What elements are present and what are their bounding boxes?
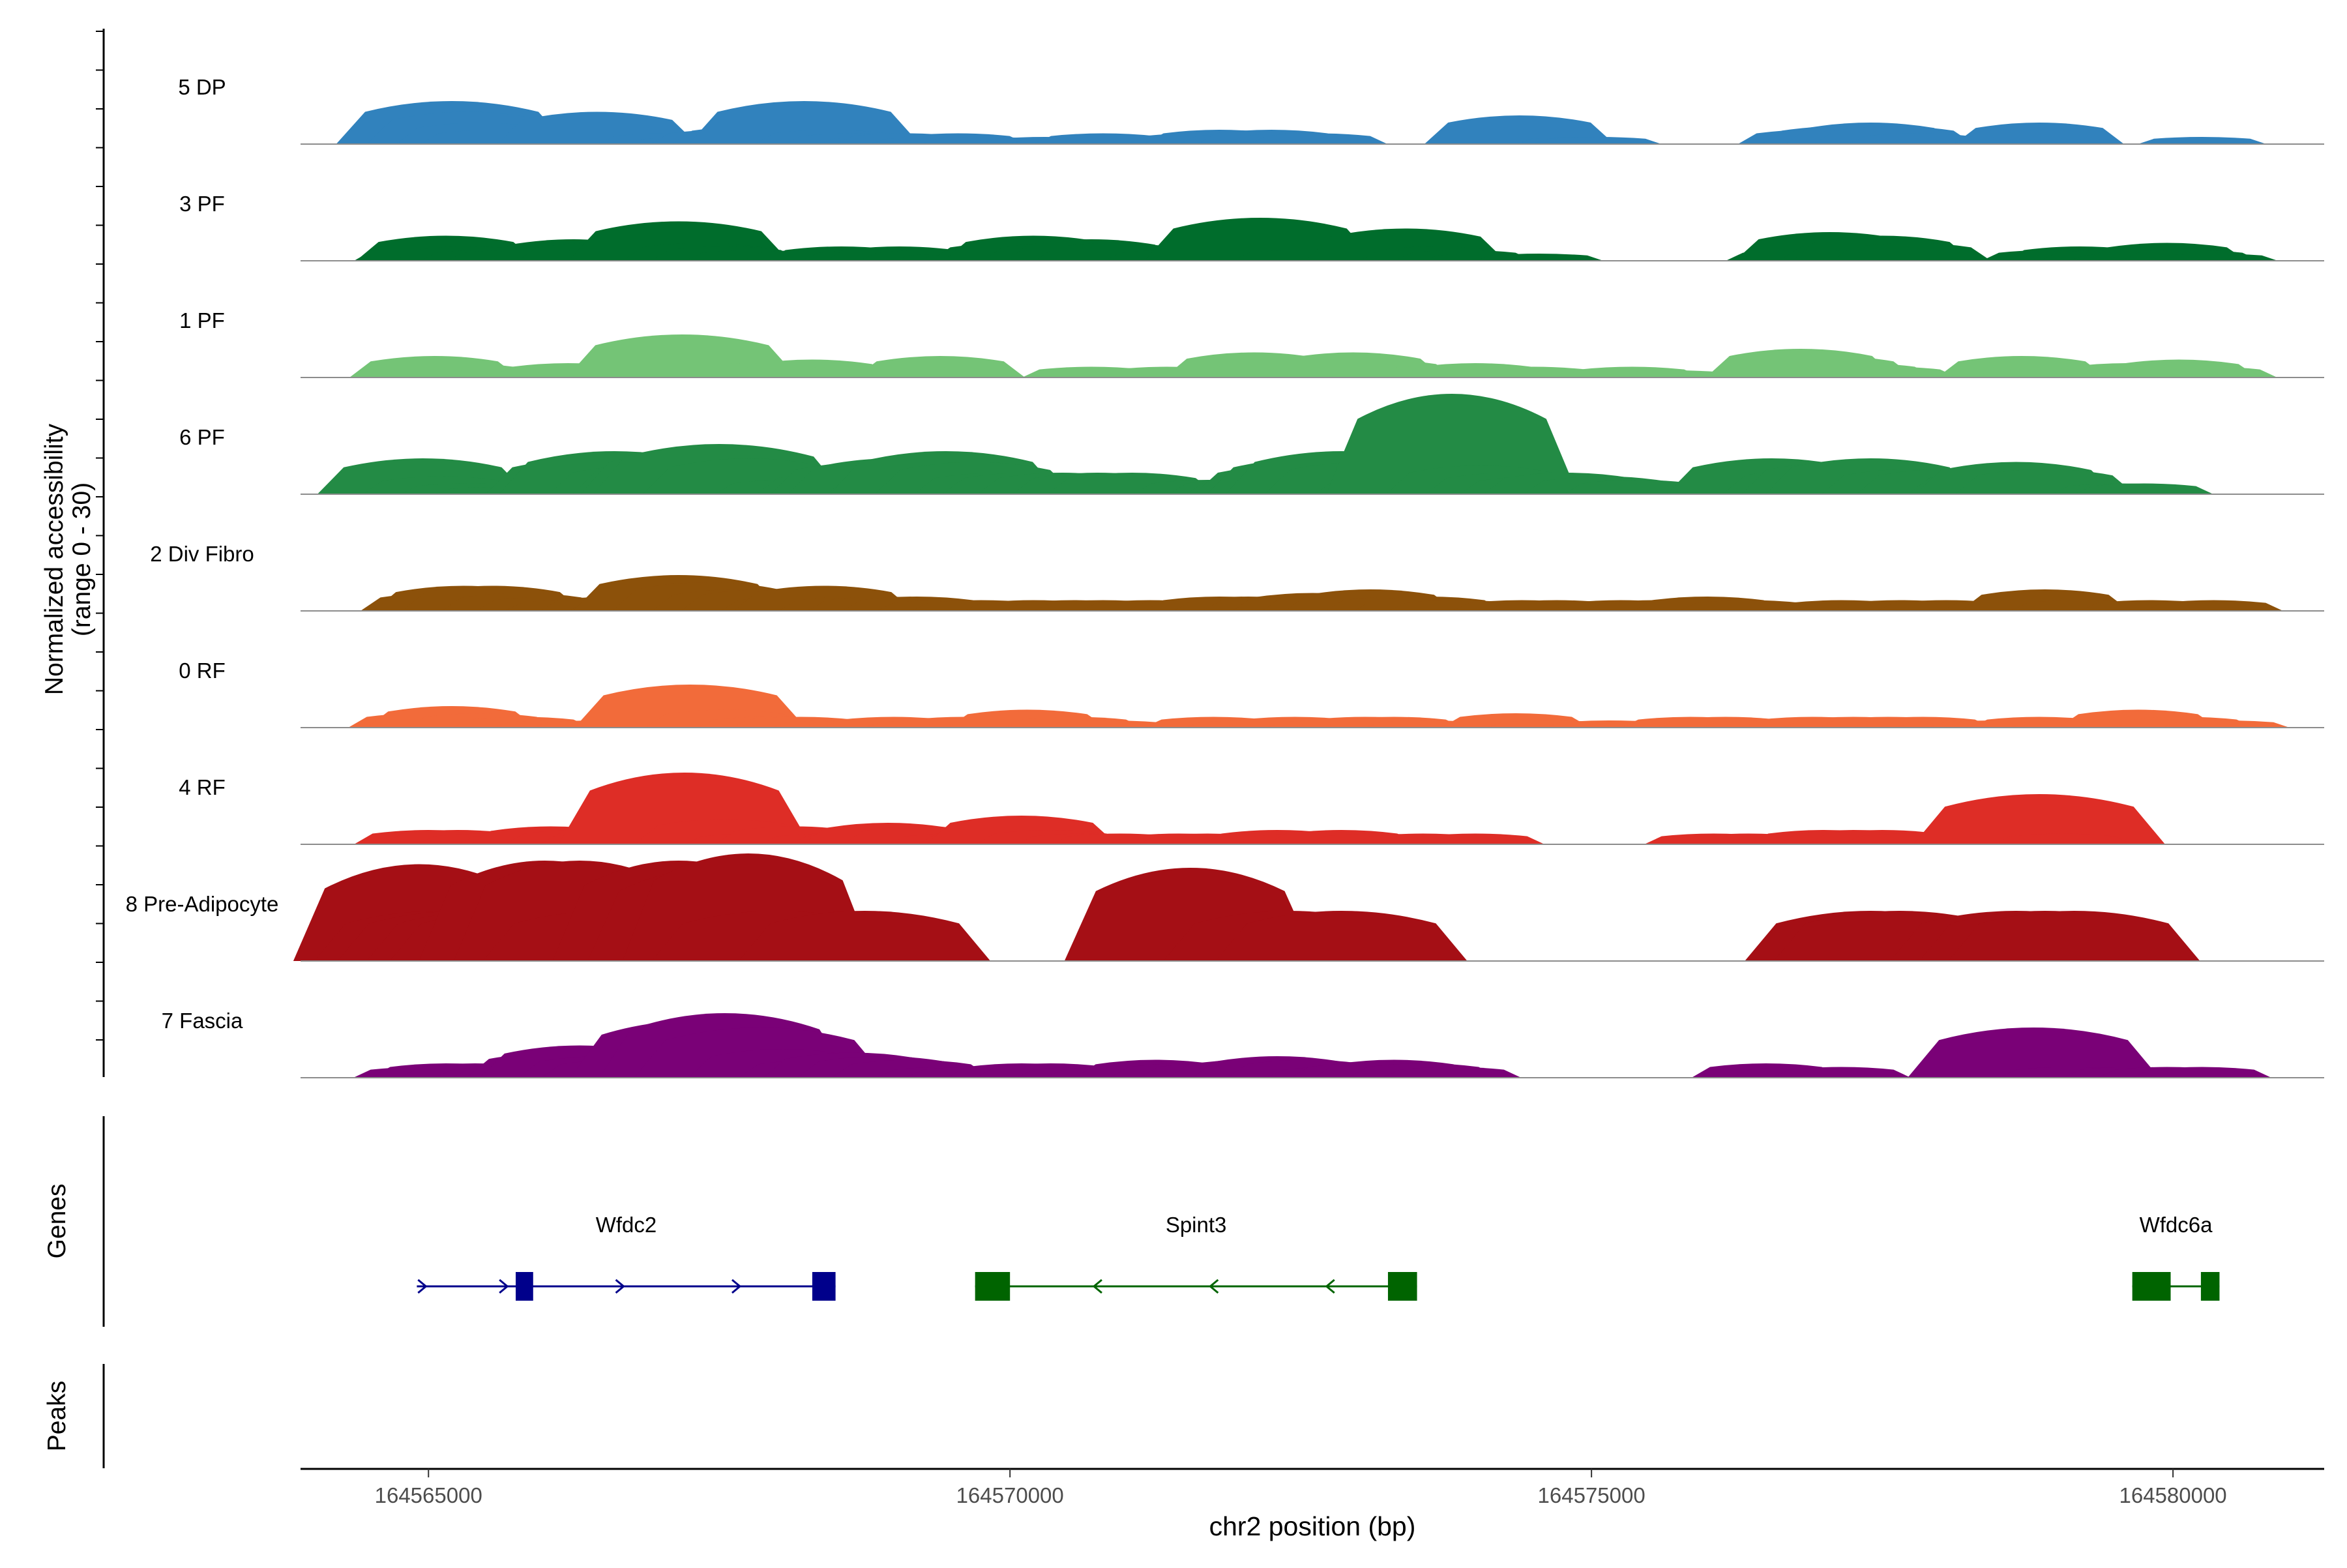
- track: 8 Pre-Adipocyte: [126, 853, 2324, 962]
- strand-arrow: [615, 1279, 625, 1294]
- coverage-peak: [1424, 115, 1615, 144]
- coverage-tracks: 5 DP 3 PF 1 PF 6 PF 2 Div Fibro 0 RF 4 RF 8 Pre…: [126, 75, 2324, 1078]
- track-label: 4 RF: [179, 775, 226, 799]
- strand-arrow: [417, 1279, 428, 1294]
- gene: Spint3: [975, 1213, 1417, 1301]
- gene-exon: [1387, 1272, 1417, 1301]
- coverage-peak: [2138, 366, 2277, 377]
- track: 2 Div Fibro: [150, 542, 2324, 612]
- track: 3 PF: [179, 192, 2324, 261]
- coverage-peak: [2161, 720, 2290, 728]
- strand-arrow: [499, 1279, 509, 1294]
- gene-exon: [812, 1272, 836, 1301]
- x-axis-ticks: 164565000 164570000 164575000 164580000: [375, 1469, 2227, 1507]
- gene-annotations: Wfdc2 Spint3 Wfdc6a: [417, 1213, 2220, 1301]
- strand-arrow: [1325, 1279, 1335, 1294]
- track-label: 0 RF: [179, 658, 226, 683]
- coverage-peak: [1954, 123, 2124, 144]
- coverage-peak: [1831, 243, 1991, 261]
- gene-exon: [2132, 1272, 2171, 1301]
- track: 4 RF: [179, 773, 2324, 845]
- coverage-peak: [1908, 1028, 2160, 1078]
- track-label: 7 Fascia: [162, 1009, 243, 1033]
- gene: Wfdc6a: [2132, 1213, 2220, 1301]
- gene-exon: [516, 1272, 533, 1301]
- y-axis-title-range: (range 0 - 30): [68, 482, 96, 636]
- coverage-peak: [2144, 600, 2283, 611]
- x-tick-label: 164580000: [2119, 1483, 2226, 1507]
- gene-label: Wfdc6a: [2140, 1213, 2213, 1237]
- x-axis-title: chr2 position (bp): [1209, 1511, 1416, 1541]
- coverage-peak: [1818, 366, 1958, 377]
- y-axis-title: Normalized accessibility: [40, 423, 68, 695]
- x-tick-label: 164570000: [956, 1483, 1064, 1507]
- coverage-peak: [1382, 1067, 1522, 1078]
- peaks-panel-label: Peaks: [43, 1381, 71, 1451]
- track-label: 1 PF: [179, 308, 225, 333]
- coverage-peak: [1772, 1067, 1911, 1078]
- track: 0 RF: [179, 658, 2324, 728]
- genes-panel-label: Genes: [43, 1184, 71, 1259]
- coverage-peak: [1608, 370, 1737, 377]
- strand-arrow: [731, 1279, 742, 1294]
- coverage-peak: [1215, 911, 1468, 961]
- x-tick-label: 164575000: [1538, 1483, 1646, 1507]
- track-label: 2 Div Fibro: [150, 542, 254, 566]
- coverage-peak: [1248, 133, 1388, 144]
- coverage-peak: [1533, 137, 1662, 144]
- y-axis-ticks: [96, 31, 104, 1041]
- coverage-peak: [2138, 137, 2267, 144]
- coverage-peak: [2149, 254, 2278, 261]
- gene-label: Wfdc2: [596, 1213, 657, 1237]
- strand-arrow: [1092, 1279, 1102, 1294]
- coverage-peak: [1475, 254, 1604, 261]
- track-label: 5 DP: [178, 75, 226, 99]
- track: 7 Fascia: [162, 1009, 2324, 1078]
- track: 5 DP: [178, 75, 2324, 145]
- coverage-peak: [1044, 720, 1174, 728]
- coverage-peak: [1948, 911, 2200, 961]
- coverage-peak: [1848, 133, 1986, 144]
- gene-exon: [975, 1272, 1011, 1301]
- gene-exon: [2200, 1272, 2220, 1301]
- gene-label: Spint3: [1166, 1213, 1227, 1237]
- track-label: 8 Pre-Adipocyte: [126, 892, 279, 916]
- gene: Wfdc2: [417, 1213, 836, 1301]
- coverage-peak: [1913, 794, 2165, 844]
- x-tick-label: 164565000: [375, 1483, 482, 1507]
- coverage-peak: [2074, 483, 2213, 494]
- coverage-peak: [2133, 1067, 2272, 1078]
- track-label: 6 PF: [179, 425, 225, 449]
- coverage-peak: [1406, 833, 1545, 844]
- coverage-peak: [1993, 833, 2132, 844]
- track: 1 PF: [179, 308, 2324, 378]
- track: 6 PF: [179, 394, 2324, 495]
- track-label: 3 PF: [179, 192, 225, 216]
- coverage-peak: [855, 356, 1026, 377]
- strand-arrow: [1209, 1279, 1219, 1294]
- coverage-peak: [739, 911, 991, 961]
